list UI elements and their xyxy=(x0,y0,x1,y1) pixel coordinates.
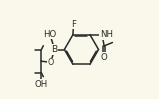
Text: O: O xyxy=(101,53,107,62)
Text: O: O xyxy=(48,58,54,67)
Text: HO: HO xyxy=(43,30,56,39)
Text: F: F xyxy=(71,20,76,29)
Text: B: B xyxy=(52,45,58,54)
Text: NH: NH xyxy=(100,30,113,39)
Text: OH: OH xyxy=(35,80,48,89)
